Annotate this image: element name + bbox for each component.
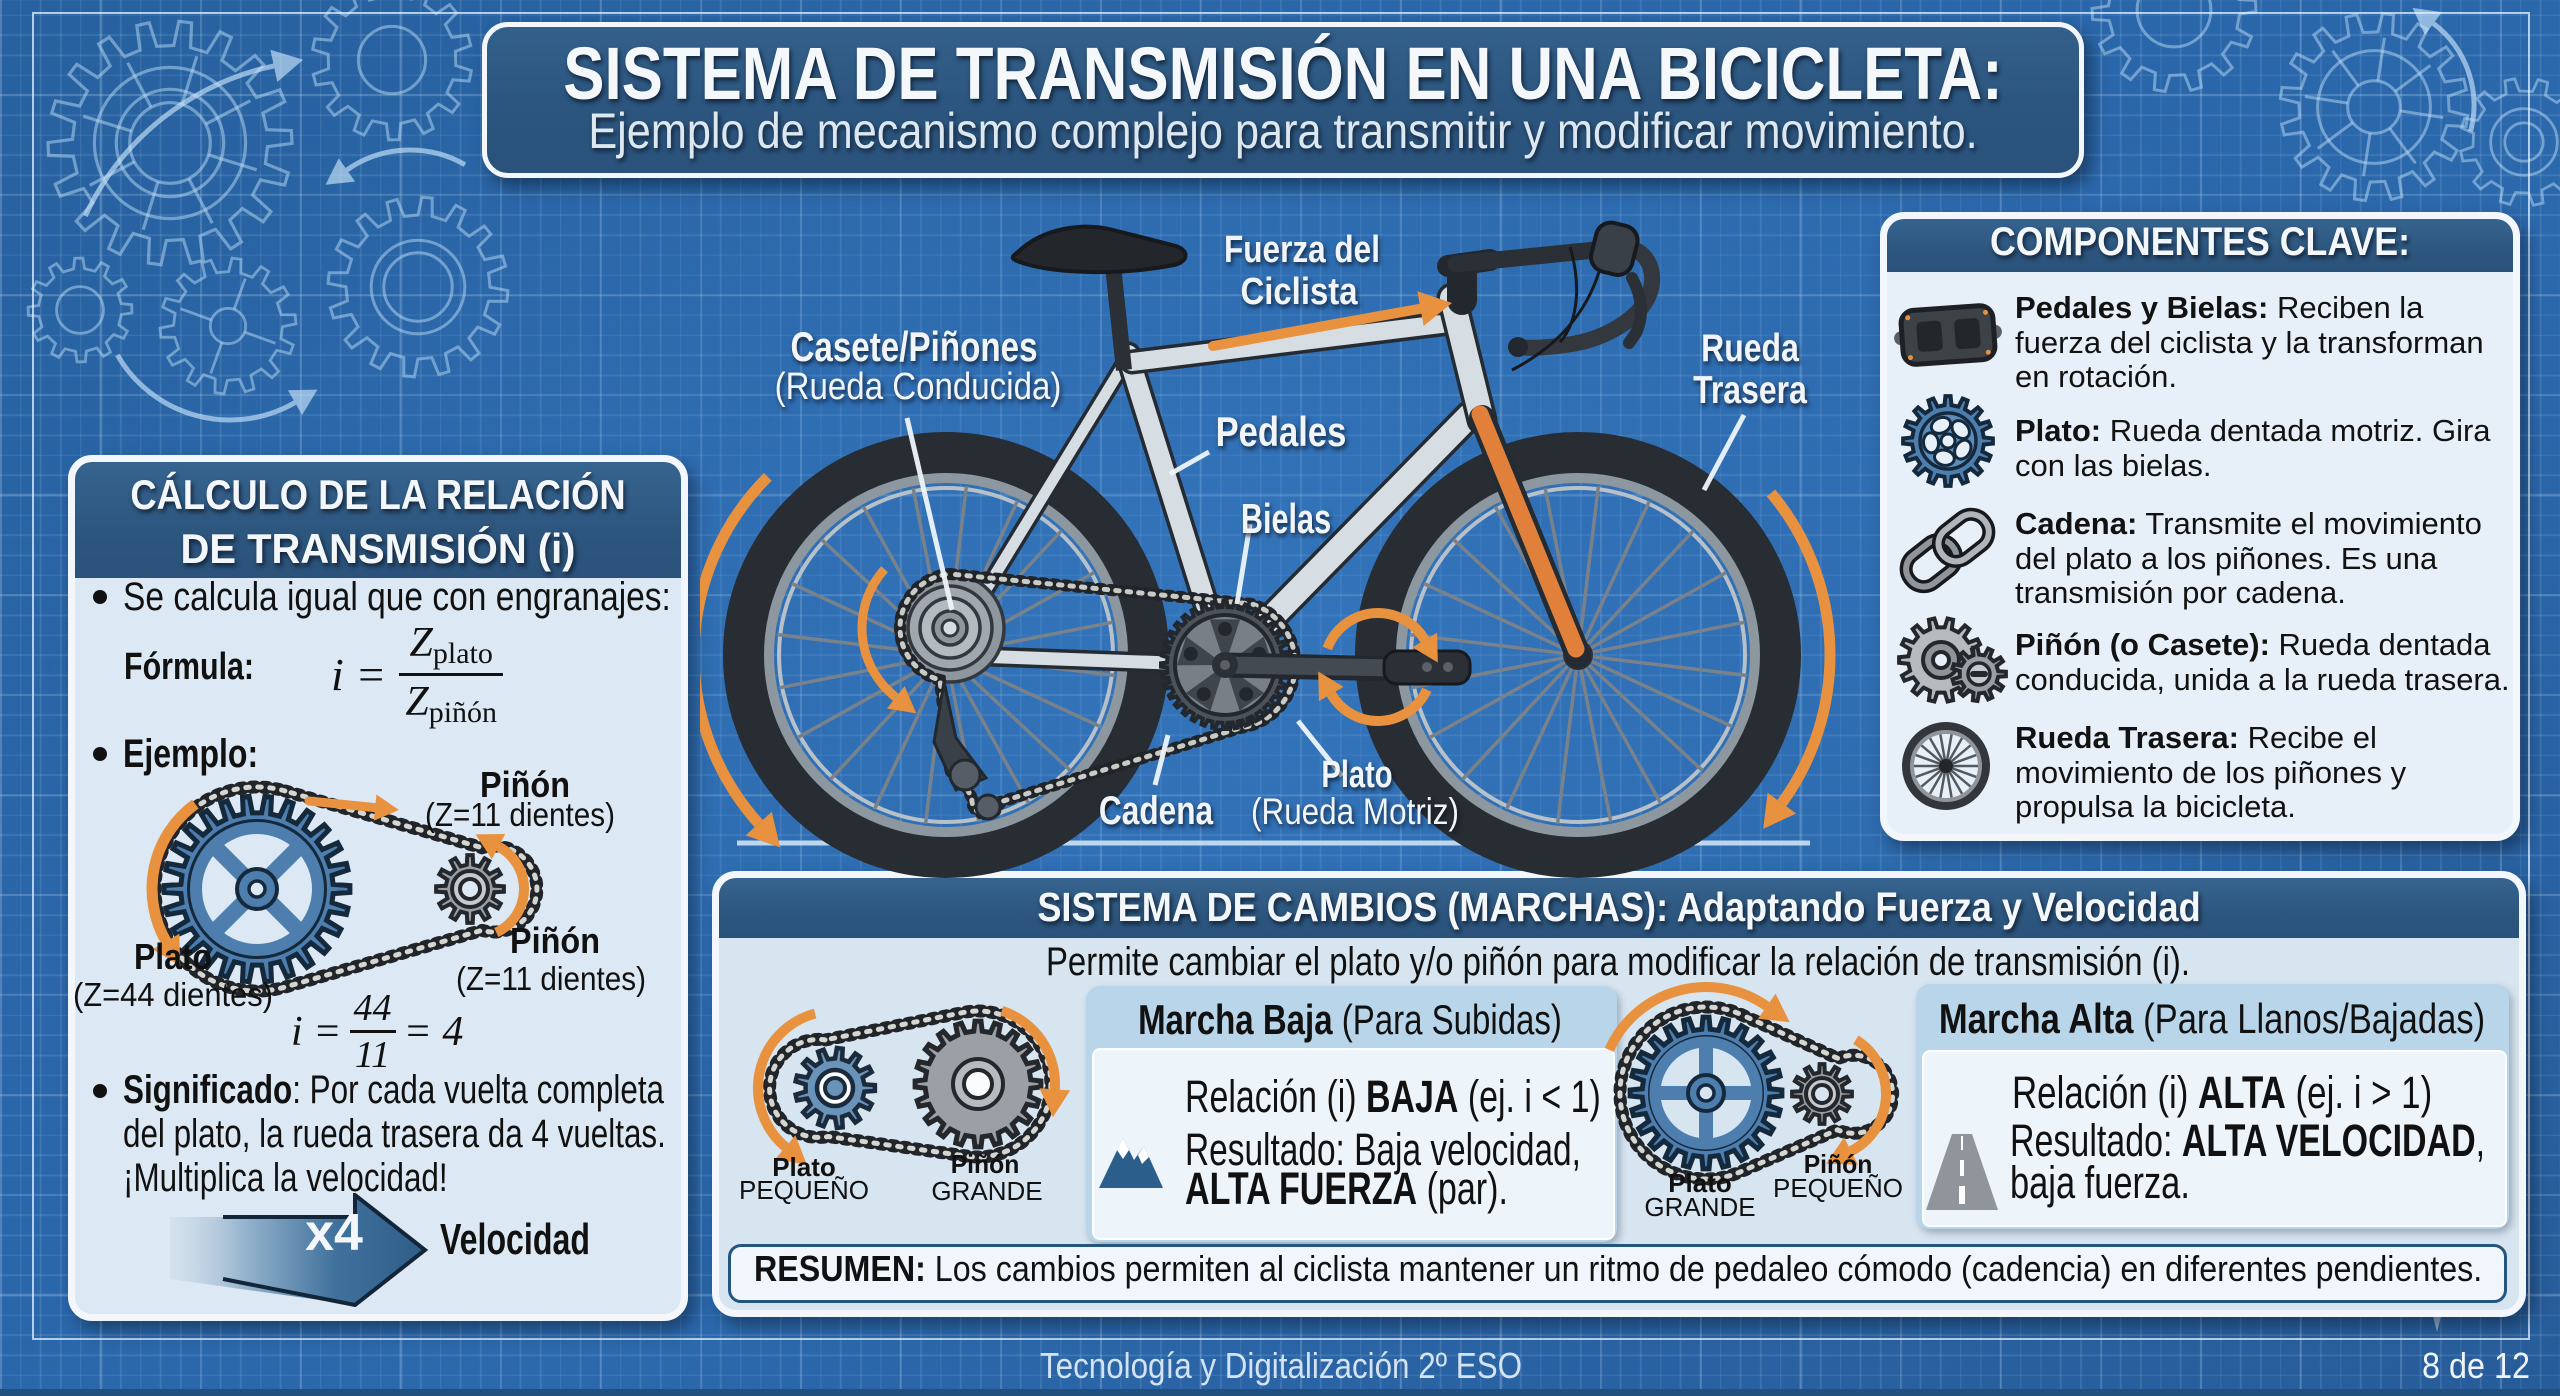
svg-text:x4: x4 [305, 1204, 363, 1262]
